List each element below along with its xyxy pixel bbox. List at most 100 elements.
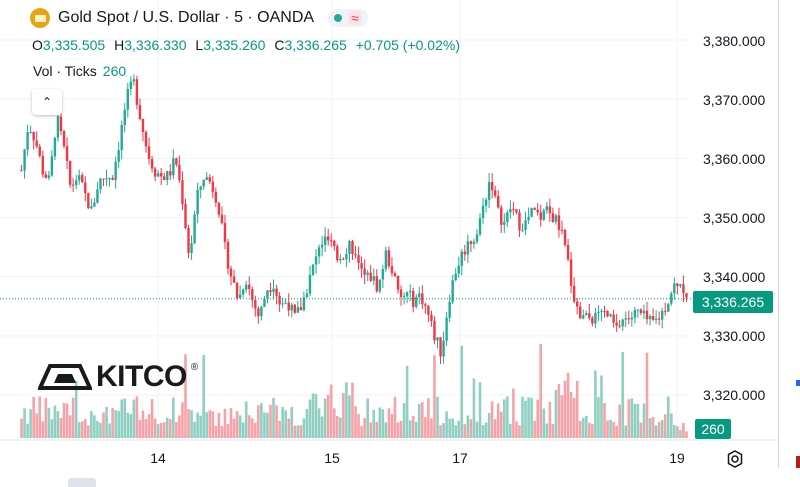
volume-bar [670, 413, 673, 438]
volume-bar [642, 403, 646, 438]
volume-bar [566, 372, 570, 438]
candle-body [457, 265, 460, 274]
volume-bar [654, 425, 658, 438]
candle-body [594, 313, 597, 324]
volume-bar [199, 415, 202, 438]
volume-bar [633, 403, 637, 438]
price-tick-label: 3,370.000 [703, 92, 766, 108]
volume-bar [214, 425, 218, 438]
volume-bar [575, 380, 579, 438]
volume-bar [165, 417, 169, 438]
collapse-legend-button[interactable]: ⌃ [32, 89, 62, 115]
chart-area[interactable] [0, 0, 779, 468]
candle-body [533, 208, 536, 210]
volume-bar [169, 419, 172, 438]
volume-bar [223, 408, 227, 438]
candle-body [466, 241, 470, 255]
candle-body [226, 241, 230, 269]
volume-bar [424, 417, 427, 438]
candle-body [500, 207, 503, 225]
candle-body [217, 202, 221, 215]
volume-bar [80, 421, 84, 438]
bottom-toolbar [0, 469, 780, 487]
high-value: 3,336.330 [124, 37, 187, 53]
volume-bar [621, 351, 625, 438]
candle-body [579, 306, 582, 319]
volume-bar [651, 416, 655, 438]
candle-body [163, 176, 166, 181]
volume-bar [372, 409, 376, 438]
candle-body [333, 240, 336, 247]
volume-bar [448, 418, 451, 438]
candle-body [536, 209, 539, 213]
candle-body [205, 177, 208, 180]
candle-body [123, 109, 126, 126]
candle-body [275, 288, 278, 296]
volume-bar [181, 402, 184, 438]
candle-body [554, 215, 558, 222]
candle-body [290, 304, 293, 311]
volume-bar [433, 355, 436, 438]
volume-bar [23, 408, 26, 438]
candle-body [612, 314, 615, 323]
volume-bar [135, 396, 139, 438]
candle-body [260, 306, 263, 317]
right-edge-mark [796, 456, 800, 468]
candle-body [363, 268, 366, 275]
candle-body [296, 307, 300, 313]
volume-legend[interactable]: Vol · Ticks 260 [33, 63, 126, 79]
volume-bar [542, 408, 546, 438]
status-pill[interactable]: ≈ [328, 9, 368, 27]
candle-body [26, 132, 29, 150]
current-price-badge: 3,336.265 [693, 291, 773, 313]
volume-bar [159, 422, 163, 438]
volume-bar [178, 415, 181, 438]
kitco-logo: KITCO ® [38, 360, 198, 394]
chart-canvas[interactable] [0, 0, 778, 468]
candle-body [184, 204, 187, 229]
candle-body [569, 259, 573, 286]
candle-body [156, 173, 160, 177]
volume-bar [557, 383, 561, 438]
candle-body [609, 314, 612, 317]
volume-bar [578, 420, 582, 438]
candle-body [633, 310, 637, 318]
candle-body [330, 240, 333, 242]
volume-bar [117, 411, 120, 438]
volume-bar [241, 422, 245, 438]
settings-gear-icon[interactable] [725, 449, 745, 469]
volume-bar [205, 412, 209, 438]
candle-body [472, 241, 476, 244]
volume-bar [609, 419, 612, 438]
volume-bar [673, 424, 676, 438]
candle-body [90, 206, 93, 209]
volume-bar [150, 399, 154, 438]
volume-bar [269, 404, 272, 438]
price-tick-label: 3,360.000 [703, 151, 766, 167]
price-tick-label: 3,380.000 [703, 33, 766, 49]
symbol-legend[interactable]: Gold Spot / U.S. Dollar · 5 · OANDA ≈ [30, 8, 368, 28]
symbol-title[interactable]: Gold Spot / U.S. Dollar · 5 · OANDA [58, 9, 315, 26]
candle-body [366, 272, 369, 275]
volume-bar [102, 412, 105, 438]
volume-bar [41, 421, 45, 438]
volume-bar [50, 419, 54, 438]
candle-body [35, 140, 38, 147]
volume-bar [263, 412, 266, 438]
candle-body [96, 189, 99, 203]
chevron-up-icon: ⌃ [41, 95, 53, 109]
volume-bar [20, 418, 23, 438]
volume-bar [339, 417, 342, 438]
candle-body [326, 236, 330, 241]
volume-bar [226, 424, 230, 438]
candle-body [44, 174, 48, 178]
candle-body [475, 234, 479, 242]
bottom-tab[interactable] [68, 478, 96, 487]
candle-body [673, 283, 676, 294]
high-label: H [114, 37, 125, 53]
right-panel-edge [780, 0, 800, 487]
candle-body [664, 310, 667, 312]
candle-body [527, 216, 530, 221]
candle-body [451, 280, 454, 302]
volume-bar [193, 421, 196, 438]
